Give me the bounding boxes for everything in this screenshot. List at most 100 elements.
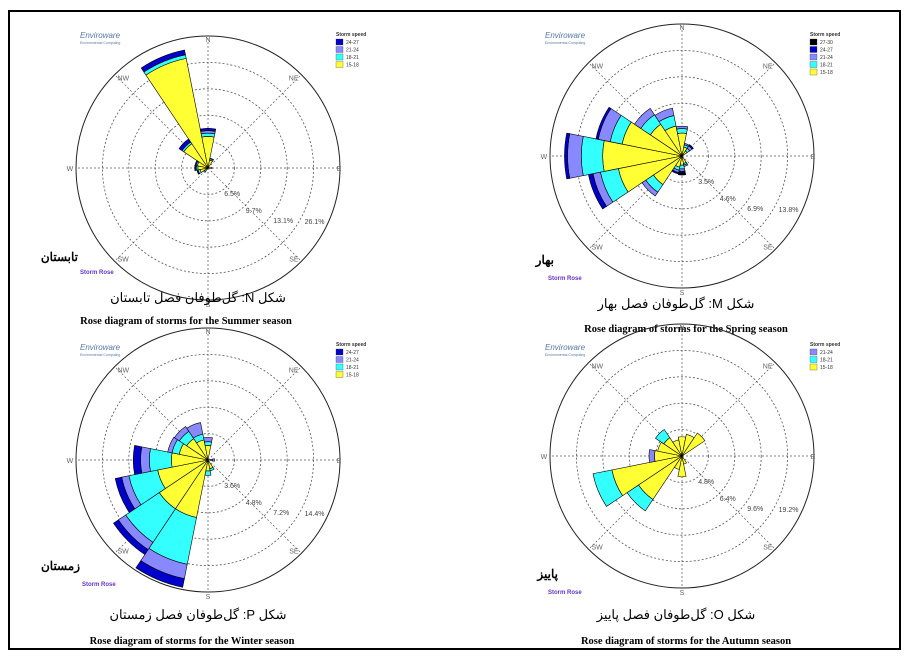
legend-swatch [809,68,818,76]
ring-label: 4.6% [720,196,736,203]
ring-label: 26.1% [305,219,325,226]
legend-label: 21-24 [346,48,359,54]
caption-english: Rose diagram of storms for the Winter se… [90,636,295,647]
petal-E-band-2 [211,458,215,462]
direction-label-e: E [811,454,816,461]
legend-swatch [809,46,818,53]
direction-label-se: SE [289,549,299,556]
petal-WSW-band-3 [196,169,200,175]
direction-label-se: SE [763,545,773,552]
logo-text: Enviroware [80,343,121,352]
legend-swatch [809,61,818,68]
legend-swatch [809,363,818,371]
ring-label: 19.2% [779,507,799,514]
grid-spoke [207,167,302,262]
petal-W-band-2 [567,133,584,179]
ring-label: 13.8% [779,207,799,214]
grid-spoke [681,62,776,157]
caption-english: Rose diagram of storms for the Autumn se… [581,636,791,647]
ring-label: 6.9% [747,206,763,213]
caption-persian: شکل P: گل‌طوفان فصل زمستان [109,607,286,623]
caption-english: Rose diagram of storms for the Summer se… [80,316,292,327]
legend-swatch [809,348,818,356]
direction-label-w: W [541,154,548,161]
petal-NW-band-1 [655,429,671,445]
petal-W-band-3 [132,445,143,475]
caption-persian: شکل N: گل‌طوفان فصل تابستان [110,290,286,306]
logo-subtext: Environmental Computing [545,353,585,357]
grid-ring [181,433,235,487]
caption-english: Rose diagram of storms for the Spring se… [584,324,788,335]
direction-label-sw: SW [591,245,603,252]
direction-label-nw: NW [591,363,603,370]
petal-NNW-band-3 [140,49,186,73]
petal-SSE-band-2 [683,163,689,167]
petal-SW-band-1 [626,484,654,512]
petal-WSW-band-1 [592,469,623,507]
petal-NW-band-3 [178,138,192,152]
figure-frame: Enviroware Environmental Computing N NE E SE S… [8,10,901,650]
petal-NNW-band-2 [186,422,204,439]
legend-title: Storm speed [336,342,366,348]
outer-ring [75,327,341,593]
petal-SSE-band-1 [209,466,215,472]
logo-subtext: Environmental Computing [545,41,585,45]
direction-label-ne: NE [763,363,773,370]
legend-title: Storm speed [810,342,840,348]
petal-NNE-band-2 [209,157,215,161]
petal-WSW-band-3 [588,173,607,210]
direction-label-se: SE [763,245,773,252]
petal-NE-band-0 [681,432,706,457]
logo-text: Enviroware [545,343,586,352]
petal-N-band-1 [204,441,212,446]
caption-persian: شکل M: گل‌طوفان فصل بهار [597,296,755,312]
legend-label: 15-18 [346,63,359,69]
petal-NE-band-3 [688,144,694,150]
direction-label-n: N [205,37,210,44]
petal-W-band-3 [564,132,571,180]
petal-NNW-band-0 [145,58,209,169]
ring-label: 4.8% [698,479,714,486]
outer-ring [75,35,341,301]
outer-ring [549,23,815,289]
petal-W-band-3 [194,165,197,171]
legend-swatch [335,38,344,46]
outer-ring [549,323,815,589]
logo-text: Enviroware [80,31,121,40]
legend-swatch [335,363,344,371]
ring-label: 13.1% [273,218,293,225]
legend-swatch [335,356,344,363]
petal-N-band-3 [199,128,217,132]
direction-label-e: E [811,154,816,161]
direction-label-sw: SW [117,549,129,556]
storm-rose-label: Storm Rose [82,582,116,588]
grid-spoke [114,167,209,262]
direction-label-e: E [337,458,342,465]
legend-label: 21-24 [820,55,833,61]
season-label: زمستان [41,559,80,574]
petal-W-band-1 [581,135,605,177]
petal-NW-band-2 [634,108,655,129]
grid-spoke [207,459,302,554]
petal-SSW-band-0 [673,455,683,470]
grid-ring [128,380,288,540]
legend-label: 18-21 [820,63,833,69]
storm-rose-label: Storm Rose [548,276,582,282]
direction-label-s: S [206,594,211,601]
direction-label-n: N [205,329,210,336]
petal-WNW-band-3 [194,160,199,166]
legend-title: Storm speed [336,32,366,38]
direction-label-sw: SW [591,545,603,552]
petal-WNW-band-3 [595,106,612,140]
petal-WSW-band-3 [114,476,136,513]
ring-label: 3.5% [698,179,714,186]
storm-rose-label: Storm Rose [80,270,114,276]
legend-swatch [335,53,344,61]
petal-W-band-2 [140,446,151,474]
petal-NNW-band-2 [654,107,675,123]
direction-label-ne: NE [289,75,299,82]
caption-persian: شکل O: گل‌طوفان فصل پاییز [596,607,756,623]
direction-label-nw: NW [117,367,129,374]
direction-label-s: S [680,290,685,297]
